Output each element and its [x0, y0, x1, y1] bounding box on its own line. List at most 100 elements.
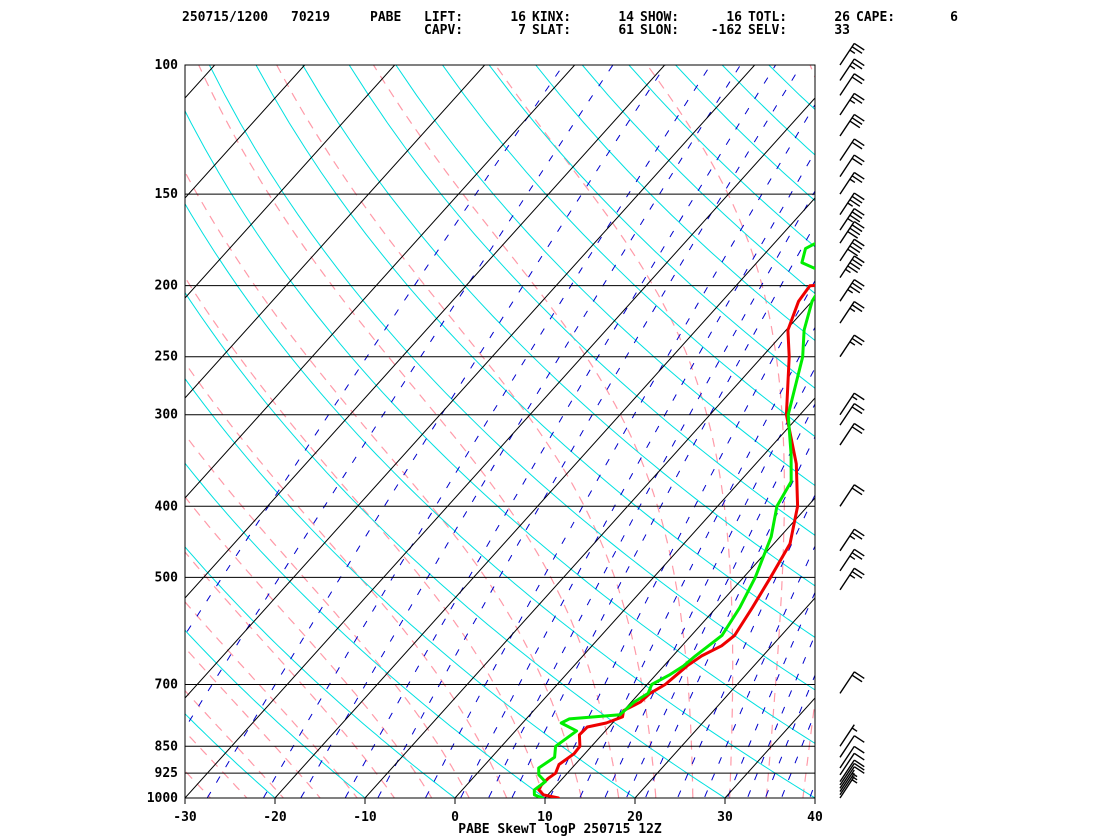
wind-barb-feather — [851, 211, 863, 220]
pressure-tick-label: 400 — [155, 499, 179, 514]
wind-barb-shaft — [839, 735, 855, 758]
wind-barb — [839, 392, 865, 416]
wind-barb — [839, 752, 865, 776]
wind-barb-feather — [851, 304, 863, 313]
wind-barb-feather — [849, 245, 861, 254]
dry-adiabat-line — [827, 32, 1120, 814]
wind-barb-feather — [853, 548, 865, 557]
wind-barb — [839, 113, 865, 137]
wind-barb-feather — [853, 422, 865, 431]
wind-barb-shaft — [839, 746, 855, 769]
moist-adiabat-line — [185, 551, 396, 798]
wind-barb-feather — [851, 406, 863, 415]
wind-barb-feather — [853, 759, 865, 768]
moist-adiabat-line — [185, 170, 583, 798]
mixing-ratio-line — [185, 65, 614, 730]
header-slon-label: SLON: — [640, 23, 680, 38]
wind-barb-feather — [849, 214, 861, 223]
temperature-tick-label: 40 — [807, 810, 823, 825]
wind-barb-feather — [853, 220, 865, 229]
wind-barb — [839, 279, 865, 302]
wind-barb-half-feather — [847, 288, 854, 294]
pressure-tick-label: 850 — [155, 739, 179, 754]
wind-barb-half-feather — [847, 202, 854, 207]
wind-barb-feather — [853, 192, 865, 201]
wind-barb — [839, 484, 865, 507]
dry-adiabat-line — [185, 202, 815, 798]
wind-barb-shaft — [839, 671, 855, 694]
wind-barb-half-feather — [851, 779, 858, 784]
dry-adiabat-line — [208, 65, 815, 691]
wind-barb-shaft — [839, 752, 855, 776]
isotherm-line — [185, 65, 216, 99]
isotherm-line — [185, 65, 306, 199]
isotherm-line — [185, 65, 756, 699]
wind-barb-shaft — [839, 114, 855, 137]
wind-barb-feather — [853, 735, 865, 743]
moist-adiabat-line — [802, 65, 815, 798]
wind-barb-feather — [853, 745, 865, 754]
header-totl-value: 26 — [834, 10, 850, 25]
wind-barb-half-feather — [849, 49, 856, 54]
wind-barb-feather — [853, 752, 865, 761]
wind-barb — [839, 255, 865, 278]
isotherm-line — [0, 31, 65, 813]
wind-barb-feather — [851, 552, 863, 560]
wind-barb-feather — [851, 224, 863, 233]
pressure-tick-label: 500 — [155, 570, 179, 585]
dry-adiabat-line — [872, 32, 1120, 814]
temperature-tick-label: -20 — [263, 810, 287, 825]
wind-barb-feather — [853, 484, 865, 492]
header-kinx-label: KINX: — [532, 10, 572, 25]
moist-adiabat-line — [185, 601, 358, 798]
wind-barb-half-feather — [849, 555, 856, 560]
wind-barb-feather — [851, 175, 863, 183]
wind-barb-feather — [853, 92, 865, 101]
pressure-tick-label: 925 — [155, 766, 178, 781]
wind-barb — [839, 772, 858, 796]
wind-barb-feather — [853, 255, 865, 264]
wind-barb-feather — [853, 762, 865, 771]
wind-barb — [839, 92, 865, 116]
wind-barb-feather — [853, 671, 865, 680]
wind-barb-feather — [849, 227, 861, 236]
wind-barb-shaft — [839, 528, 855, 552]
wind-barb-feather — [851, 337, 863, 346]
header-selv-value: 33 — [834, 23, 850, 38]
wind-barb — [839, 724, 858, 747]
wind-barb — [839, 58, 865, 81]
header-slat-label: SLAT: — [532, 23, 572, 38]
wind-barb-shaft — [839, 769, 855, 792]
mixing-ratio-line — [644, 435, 815, 798]
wind-barb — [839, 154, 865, 178]
wind-barb — [839, 759, 865, 783]
plot-frame — [184, 64, 816, 799]
isotherm-line — [185, 65, 486, 399]
sounding-profiles — [532, 241, 815, 798]
wind-barb — [839, 422, 865, 446]
mixing-ratio-line — [676, 493, 815, 798]
isotherm-line — [544, 497, 815, 798]
wind-barb-shaft — [839, 776, 855, 799]
moist-adiabat-line — [276, 65, 657, 798]
wind-barb-shaft — [839, 138, 855, 161]
wind-barb-feather — [849, 262, 861, 270]
dry-adiabat-line — [768, 65, 815, 111]
isotherm-line — [0, 31, 155, 813]
isotherm-line — [364, 297, 815, 798]
mixing-ratio-line — [487, 190, 815, 798]
wind-barb — [839, 776, 858, 799]
mixing-ratio-line — [206, 65, 667, 798]
dry-adiabat-line — [814, 65, 815, 66]
wind-barb-feather — [853, 392, 865, 401]
wind-barb — [839, 220, 865, 244]
header-show-label: SHOW: — [640, 10, 680, 25]
dry-adiabat-line — [917, 32, 1120, 814]
wind-barb-feather — [851, 282, 863, 291]
header-capv-label: CAPV: — [424, 23, 464, 38]
wind-barb — [839, 138, 865, 161]
mixing-ratio-line — [579, 326, 815, 798]
dry-adiabat-line — [628, 65, 815, 248]
wind-barb-feather — [851, 117, 863, 125]
